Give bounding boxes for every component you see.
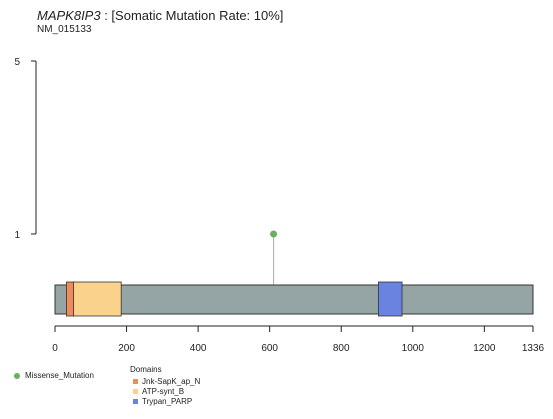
domain-legend-item: ATP-synt_B (133, 387, 200, 396)
domain-legend-item: Jnk-SapK_ap_N (133, 377, 200, 386)
y-tick-label: 5 (14, 57, 20, 68)
x-tick-label: 400 (190, 343, 207, 354)
mutation-rate-text: : [Somatic Mutation Rate: 10%] (100, 8, 284, 23)
mutation-points (270, 230, 278, 238)
y-axis: 15 (14, 57, 37, 241)
domain-swatch (133, 399, 138, 404)
y-tick-label: 1 (14, 230, 20, 241)
missense-mutation-swatch (14, 372, 20, 379)
domain-legend-label: Trypan_PARP (142, 397, 193, 406)
domain-trypan-parp (378, 281, 403, 317)
domain-legend-label: ATP-synt_B (142, 387, 185, 396)
x-tick-label: 600 (261, 343, 278, 354)
domain-layer (66, 281, 403, 317)
x-tick-label: 0 (52, 343, 58, 354)
domain-swatch (133, 389, 138, 394)
protein-backbone (54, 284, 534, 315)
x-tick-label: 1200 (473, 343, 496, 354)
x-tick-label: 200 (118, 343, 135, 354)
gene-name: MAPK8IP3 (37, 8, 101, 23)
domain-legend-title: Domains (130, 365, 162, 374)
domain-jnk-sapk-ap-n (66, 281, 75, 317)
domain-legend-label: Jnk-SapK_ap_N (142, 377, 201, 386)
mutation-legend: Missense_Mutation (14, 371, 94, 380)
protein-backbone-layer (54, 284, 534, 315)
title-line: MAPK8IP3 : [Somatic Mutation Rate: 10%] (37, 8, 283, 23)
chart-title: MAPK8IP3 : [Somatic Mutation Rate: 10%] … (37, 8, 283, 35)
missense-mutation-label: Missense_Mutation (25, 371, 94, 380)
x-tick-label: 1000 (402, 343, 425, 354)
domain-legend: Domains Jnk-SapK_ap_N ATP-synt_B Trypan_… (130, 365, 200, 407)
x-tick-label: 1336 (522, 343, 545, 354)
transcript-id: NM_015133 (37, 24, 92, 35)
mutation-point (270, 230, 278, 238)
domain-swatch (133, 379, 138, 384)
x-tick-label: 800 (333, 343, 350, 354)
domain-atp-synt-b (72, 281, 122, 317)
domain-legend-item: Trypan_PARP (133, 397, 200, 406)
x-axis: 0 200 400 600 800 1000 1200 1336 (52, 325, 545, 354)
